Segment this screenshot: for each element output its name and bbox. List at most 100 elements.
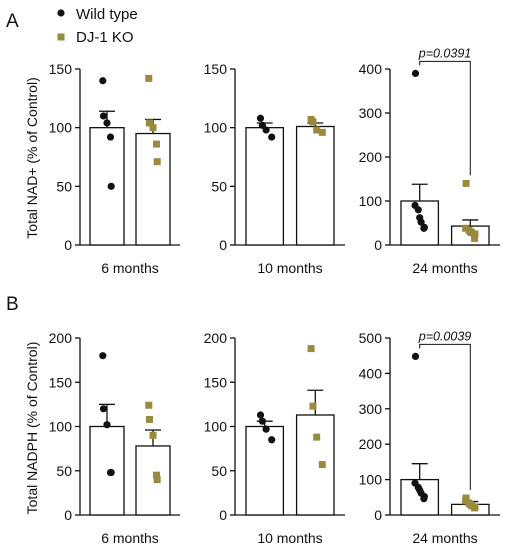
data-point xyxy=(309,118,317,126)
y-tick-label: 50 xyxy=(211,463,227,479)
data-point xyxy=(107,182,115,190)
data-point xyxy=(462,179,470,187)
data-point xyxy=(103,119,111,127)
data-point xyxy=(258,417,266,425)
y-tick-label: 100 xyxy=(359,193,383,209)
y-tick-label: 150 xyxy=(204,61,228,77)
significance-bracket xyxy=(419,343,471,491)
legend: Wild type DJ-1 KO xyxy=(57,6,138,46)
y-tick-label: 150 xyxy=(204,374,228,390)
charts: 0 50 100 150 6 months 0 50 100 150 10 months 0 100 2… xyxy=(49,46,500,546)
chart-a-24-months: 0 100 200 300 400 24 months p=0.0391 xyxy=(359,46,500,276)
y-tick-label: 50 xyxy=(211,178,227,194)
bar-wild-type xyxy=(89,425,125,516)
data-point xyxy=(145,74,153,82)
legend-label-dj1-ko: DJ-1 KO xyxy=(76,29,134,46)
data-point xyxy=(145,401,153,409)
y-tick-label: 100 xyxy=(49,419,73,435)
y-tick-label: 200 xyxy=(49,330,73,346)
data-point xyxy=(471,504,478,512)
y-tick-label: 0 xyxy=(219,507,227,523)
y-tick-label: 0 xyxy=(64,507,72,523)
y-tick-label: 150 xyxy=(49,374,73,390)
legend-marker-dj1-ko xyxy=(57,33,65,41)
y-tick-label: 400 xyxy=(359,365,383,381)
y-tick-label: 0 xyxy=(64,237,72,253)
p-value-label: p=0.0391 xyxy=(418,46,471,60)
chart-b-6-months: 0 50 100 150 200 6 months xyxy=(49,330,180,546)
significance-bracket xyxy=(419,60,471,176)
data-point xyxy=(420,495,428,503)
y-tick-label: 0 xyxy=(374,237,382,253)
data-point xyxy=(414,206,422,214)
data-point xyxy=(307,345,315,353)
x-axis-label: 24 months xyxy=(412,260,477,276)
y-tick-label: 100 xyxy=(49,120,73,136)
x-axis-label: 24 months xyxy=(412,530,477,546)
bar-dj-1-ko xyxy=(135,445,171,516)
data-point xyxy=(153,140,160,148)
data-point xyxy=(313,433,321,441)
data-point xyxy=(149,431,157,439)
y-tick-label: 500 xyxy=(359,330,383,346)
y-tick-label: 150 xyxy=(49,61,73,77)
y-tick-label: 200 xyxy=(359,149,383,165)
y-tick-label: 300 xyxy=(359,105,383,121)
chart-a-6-months: 0 50 100 150 6 months xyxy=(49,61,180,276)
data-point xyxy=(318,128,326,136)
data-point xyxy=(153,476,161,484)
data-point xyxy=(313,126,321,134)
data-point xyxy=(268,436,276,444)
data-point xyxy=(99,405,108,413)
data-point xyxy=(146,415,153,423)
chart-b-10-months: 0 50 100 150 200 10 months xyxy=(204,330,345,546)
y-tick-label: 0 xyxy=(374,507,382,523)
chart-b-24-months: 0 100 200 300 400 500 24 months p=0.0039 xyxy=(359,329,500,546)
data-point xyxy=(153,158,161,166)
legend-label-wild-type: Wild type xyxy=(76,6,138,23)
bar-wild-type xyxy=(89,127,125,246)
data-point xyxy=(262,425,270,433)
data-point xyxy=(262,126,270,134)
data-point xyxy=(149,124,157,132)
bar-wild-type xyxy=(245,127,285,246)
data-point xyxy=(99,77,107,85)
bar-wild-type xyxy=(245,425,285,516)
data-point xyxy=(471,230,479,238)
data-point xyxy=(146,119,153,127)
data-point xyxy=(99,112,108,120)
data-point xyxy=(99,352,107,360)
data-point xyxy=(103,421,111,429)
y-tick-label: 100 xyxy=(204,419,228,435)
chart-a-10-months: 0 50 100 150 10 months xyxy=(204,61,345,276)
data-point xyxy=(309,402,317,410)
y-tick-label: 100 xyxy=(204,120,228,136)
data-point xyxy=(411,352,420,361)
y-tick-label: 200 xyxy=(204,330,228,346)
y-tick-label: 50 xyxy=(56,178,72,194)
data-point xyxy=(411,69,420,77)
y-tick-label: 200 xyxy=(359,436,383,452)
y-axis-title-b: Total NADPH (% of Control) xyxy=(24,342,40,515)
data-point xyxy=(471,234,478,242)
x-axis-label: 6 months xyxy=(101,260,159,276)
panel-label-b: B xyxy=(6,294,19,315)
y-tick-label: 100 xyxy=(359,472,383,488)
data-point xyxy=(318,461,326,469)
x-axis-label: 6 months xyxy=(101,530,159,546)
bar-dj-1-ko xyxy=(135,132,171,246)
data-point xyxy=(268,133,276,141)
data-point xyxy=(417,218,425,226)
y-axis-title-a: Total NAD+ (% of Control) xyxy=(24,77,40,238)
y-tick-label: 400 xyxy=(359,61,383,77)
data-point xyxy=(107,468,115,477)
p-value-label: p=0.0039 xyxy=(418,329,472,343)
legend-marker-wild-type xyxy=(57,9,65,17)
bar-dj-1-ko xyxy=(295,125,335,246)
data-point xyxy=(256,411,265,419)
bar-dj-1-ko xyxy=(295,414,335,516)
panel-label-a: A xyxy=(6,11,19,32)
x-axis-label: 10 months xyxy=(257,530,322,546)
data-point xyxy=(106,133,115,141)
